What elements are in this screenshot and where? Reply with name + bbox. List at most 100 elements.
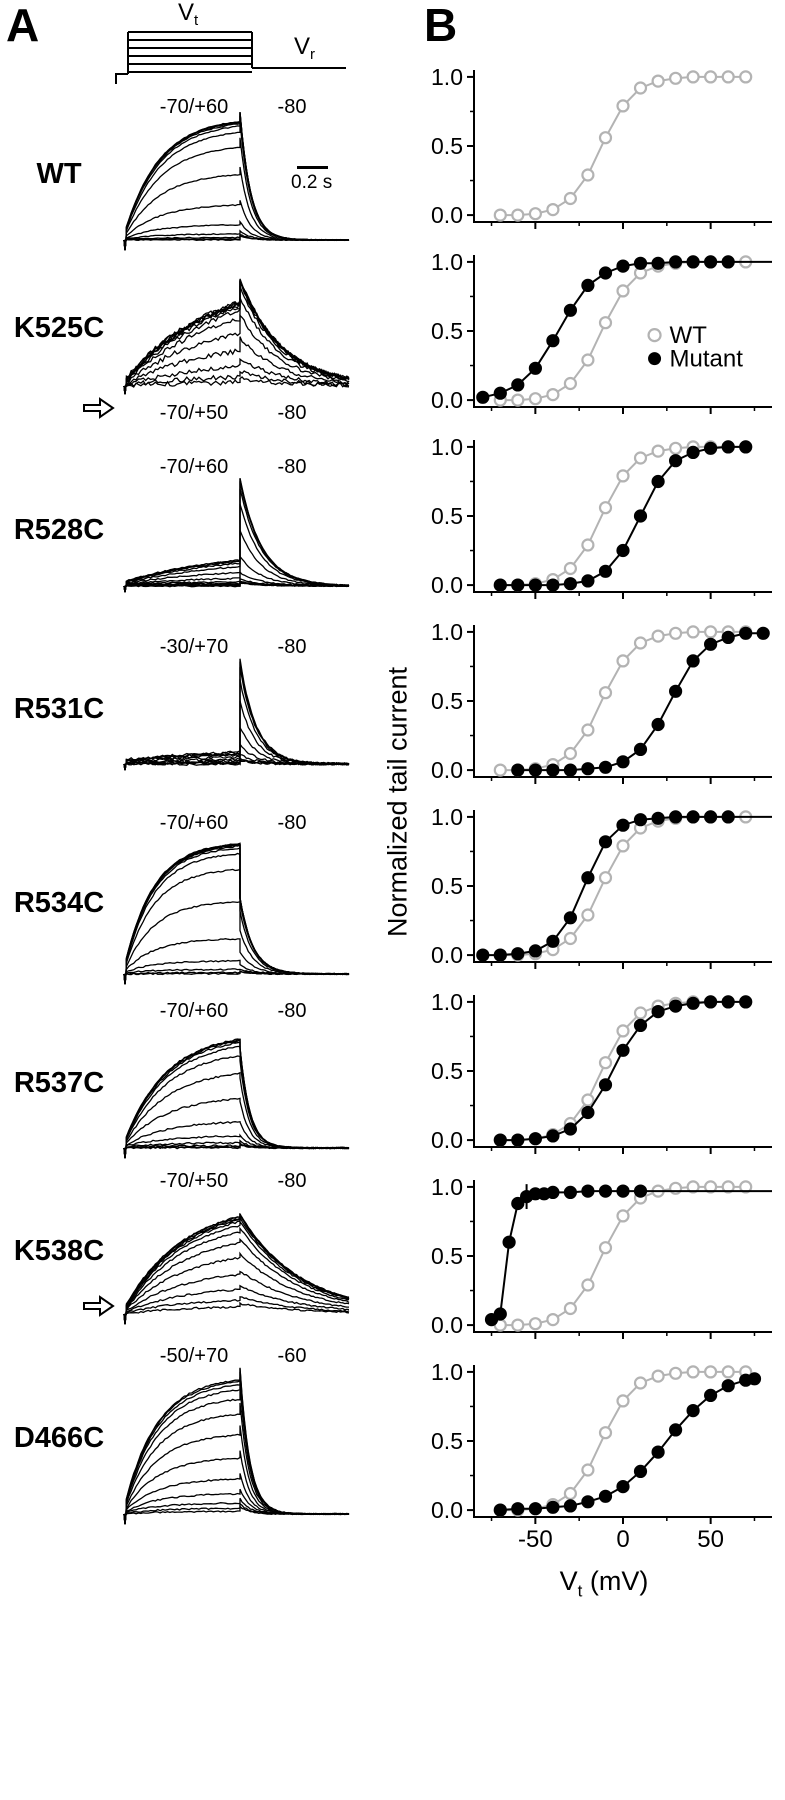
mutant-data-point [511,1196,525,1211]
current-trace [123,1251,350,1325]
axes [473,255,772,408]
mutant-data-point [598,266,613,280]
wt-data-point [686,70,700,84]
wt-data-point [581,538,595,552]
current-trace [123,370,350,395]
current-traces-r537c [123,1038,350,1159]
mutant-data-point [686,1403,700,1418]
y-tick-label: 0.5 [431,873,463,899]
mutant-data-point [546,334,560,348]
wt-data-point [598,1241,613,1255]
mutant-label-r528c: R528C [13,514,105,546]
mutant-data-point [563,1122,577,1136]
mutant-data-point [756,626,770,640]
tail-voltage-label-r531c: -80 [277,636,307,658]
mutant-data-point [563,1499,577,1513]
wt-data-point [528,392,543,406]
pulse-range-label-r534c: -70/+60 [159,812,229,834]
y-tick-label: 1.0 [431,619,463,645]
mutant-data-point [511,378,525,392]
mutant-data-point [704,995,718,1009]
mutant-data-point [581,762,595,776]
wt-data-point [633,451,648,465]
mutant-data-point [704,1388,718,1403]
mutant-data-point [747,1372,762,1386]
mutant-curve [500,1377,755,1512]
x-tick-label: -50 [518,1526,553,1553]
current-traces-k538c [123,1212,350,1325]
y-tick-label: 1.0 [431,804,463,830]
scale-bar-label: 0.2 s [291,172,333,193]
wt-data-point [633,636,648,650]
axes [473,1180,772,1333]
y-tick-label: 0.0 [431,757,463,783]
current-trace [123,1212,349,1325]
current-traces-k525c [123,278,350,395]
mutant-data-point [546,1500,560,1514]
y-tick-label: 0.0 [431,1497,463,1523]
wt-curve [500,815,746,957]
mutant-curve [482,260,772,399]
wt-data-point [704,625,718,639]
wt-data-point [563,561,577,576]
mutant-data-point [546,1129,560,1143]
wt-data-point [616,99,630,113]
wt-data-point [616,839,630,853]
mutant-data-point [476,390,490,404]
wt-curve [500,260,746,402]
wt-data-point [616,1024,630,1038]
wt-data-point [563,746,577,761]
wt-data-point [546,1313,560,1327]
mutant-data-point [616,755,630,769]
mutant-data-point [616,259,630,273]
wt-data-point [721,70,735,84]
mutant-data-point [651,811,665,825]
wt-data-point [581,1278,595,1292]
mutant-data-point [581,574,595,588]
mutant-data-point [581,278,595,293]
current-trace [123,1213,350,1325]
mutant-data-point [528,944,543,958]
mutant-data-point [721,255,735,269]
y-tick-label: 1.0 [431,434,463,460]
wt-data-point [598,686,613,700]
pulse-range-label-r537c: -70/+60 [159,1000,229,1022]
current-trace [123,1473,350,1525]
wt-data-point [581,908,595,922]
mutant-data-point [669,999,683,1013]
axes [473,625,772,778]
mutant-data-point [563,911,577,925]
mutant-curve [482,815,772,957]
mutant-data-point [581,1184,595,1198]
mutant-data-point [563,763,577,777]
wt-data-point [581,723,595,737]
current-trace [123,1296,350,1325]
protocol-trace [115,31,346,84]
mutant-label-r531c: R531C [13,693,105,725]
mutant-data-point [598,1078,613,1092]
current-trace [123,844,350,985]
mutant-data-point [633,1184,648,1198]
wt-data-point [581,168,595,182]
current-trace [123,530,349,593]
mutant-data-point [669,684,683,698]
axes [473,1365,772,1518]
mutant-data-point [616,818,630,832]
wt-data-point [721,1180,735,1194]
legend-mutant-marker [648,352,662,366]
mutant-data-point [651,1445,665,1459]
mutant-data-point [511,947,525,961]
wt-curve [500,1185,746,1327]
wt-data-point [528,1317,543,1331]
y-tick-label: 1.0 [431,989,463,1015]
mutant-data-point [739,995,753,1009]
current-trace [123,278,350,395]
tail-voltage-label-d466c: -60 [277,1345,307,1367]
wt-data-point [669,626,683,640]
mutant-data-point [616,1184,630,1198]
vr-label: Vr [294,33,315,63]
wt-data-point [704,70,718,84]
mutant-label-k538c: K538C [13,1235,105,1267]
mutant-label-d466c: D466C [13,1422,105,1454]
